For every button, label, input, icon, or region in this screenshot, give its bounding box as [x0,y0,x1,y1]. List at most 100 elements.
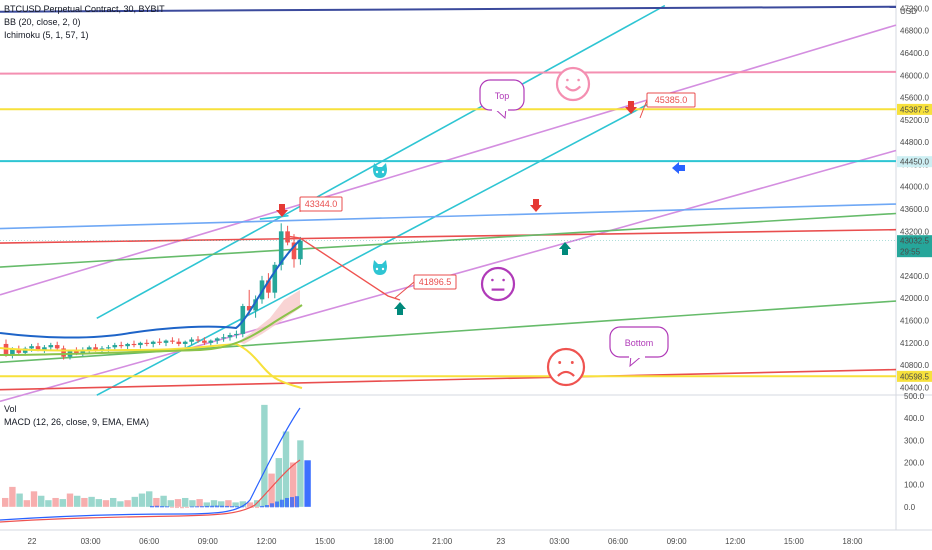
sad-face-icon-eye [570,361,574,364]
candle [189,339,194,342]
candle [138,342,143,346]
price-tick-label: 44800.0 [900,138,929,147]
macd-histogram-bar [175,506,179,509]
macd-histogram-bar [235,506,239,508]
macd-histogram-bar [260,505,264,508]
macd-histogram-bar [290,497,294,508]
volume-bar [110,497,117,507]
macd-histogram-bar [160,506,164,508]
candle [195,339,201,341]
macd-histogram-bar [255,506,259,509]
smiley-face-icon-mouth [564,85,582,92]
pink-horizontal [0,70,897,75]
candle [131,343,137,346]
volume-bar [88,496,95,507]
callout-low-box [413,274,457,290]
macd-legend: MACD (12, 26, close, 9, EMA, EMA) [4,417,150,427]
red-lower [0,368,897,391]
volume-bar [131,496,138,507]
price-tick-label: 42400.0 [900,272,929,281]
down-arrow-icon[interactable] [625,101,637,114]
up-arrow-icon[interactable] [559,242,571,255]
volume-bar [38,495,45,507]
candle [234,333,239,336]
macd-signal-line [0,459,301,523]
macd-histogram-bar [150,505,154,508]
macd-histogram-bar [165,506,169,508]
top-bubble-text: Top [495,91,510,101]
volume-bar [23,500,30,507]
volume-bar [304,460,311,507]
volume-bar [174,499,182,507]
sad-face-icon [546,347,586,387]
volume-bar [2,497,9,507]
down-arrow-icon[interactable] [276,204,288,217]
volume-tick-label: 100.0 [904,481,925,490]
ichimoku-cloud [238,290,300,344]
violet-upper [0,24,897,296]
time-tick-label: 09:00 [667,537,688,546]
macd-histogram-bar [295,496,299,508]
yellow-top-tag-bg [897,103,932,115]
yellow-bottom-tag-text: 40598.5 [900,372,929,381]
yellow-bottom-tag-bg [897,370,932,382]
candle [118,345,124,347]
cyan-level-tag-text: 44450.0 [900,158,929,167]
cat-upper-icon-eye [375,170,379,174]
macd-histogram-bar [170,506,174,508]
candle [42,347,47,350]
macd-histogram-bar [230,506,234,508]
candle [74,351,79,354]
volume-tick-label: 400.0 [904,414,925,423]
volume-bar [167,500,174,507]
price-tick-label: 45200.0 [900,116,929,125]
yellow-top-tag-text: 45387.5 [900,105,929,114]
callout-high-text: 43344.0 [305,199,338,209]
lightblue-diag [0,203,897,230]
cat-upper-icon-eye [381,170,385,174]
macd-histogram-bar [245,506,249,508]
price-tick-label: 47200.0 [900,4,929,13]
candle [214,338,220,341]
volume-bar [232,502,239,507]
volume-bar [117,501,124,507]
volume-bar [246,502,254,507]
candle [54,345,60,349]
up-arrow-icon[interactable] [394,302,406,315]
time-tick-label: 23 [496,537,505,546]
down-arrow-icon[interactable] [530,199,542,212]
price-tick-label: 46000.0 [900,71,929,80]
ichimoku-base-line [0,304,303,356]
macd-histogram-bar [155,505,159,508]
volume-bar [153,497,160,507]
macd-histogram-bar [210,505,214,508]
candle [112,345,118,348]
volume-bar [196,499,203,507]
volume-bar [282,431,290,507]
candle [150,341,156,344]
time-tick-label: 15:00 [315,537,336,546]
cyan-lower-channel [96,94,666,396]
macd-line [0,407,301,521]
cat-lower-icon-eye [375,267,379,271]
callout-target-text: 45385.0 [655,95,688,105]
neutral-face-icon-eye [502,278,505,282]
time-tick-label: 12:00 [725,537,746,546]
sad-face-icon-mouth [557,370,575,377]
current-price-tag-text: 43032.5 [900,237,929,246]
bb-legend: BB (20, close, 2, 0) [4,17,81,27]
time-tick-label: 18:00 [842,537,863,546]
price-tick-label: 46400.0 [900,49,929,58]
candle [221,337,226,339]
time-tick-label: 06:00 [139,537,160,546]
candle [80,349,86,354]
cyan-short-line [259,214,289,220]
left-arrow-icon[interactable] [672,162,685,174]
price-tick-label: 45600.0 [900,94,929,103]
price-tick-label: 40400.0 [900,383,929,392]
candle [22,348,28,353]
volume-bar [225,500,232,507]
